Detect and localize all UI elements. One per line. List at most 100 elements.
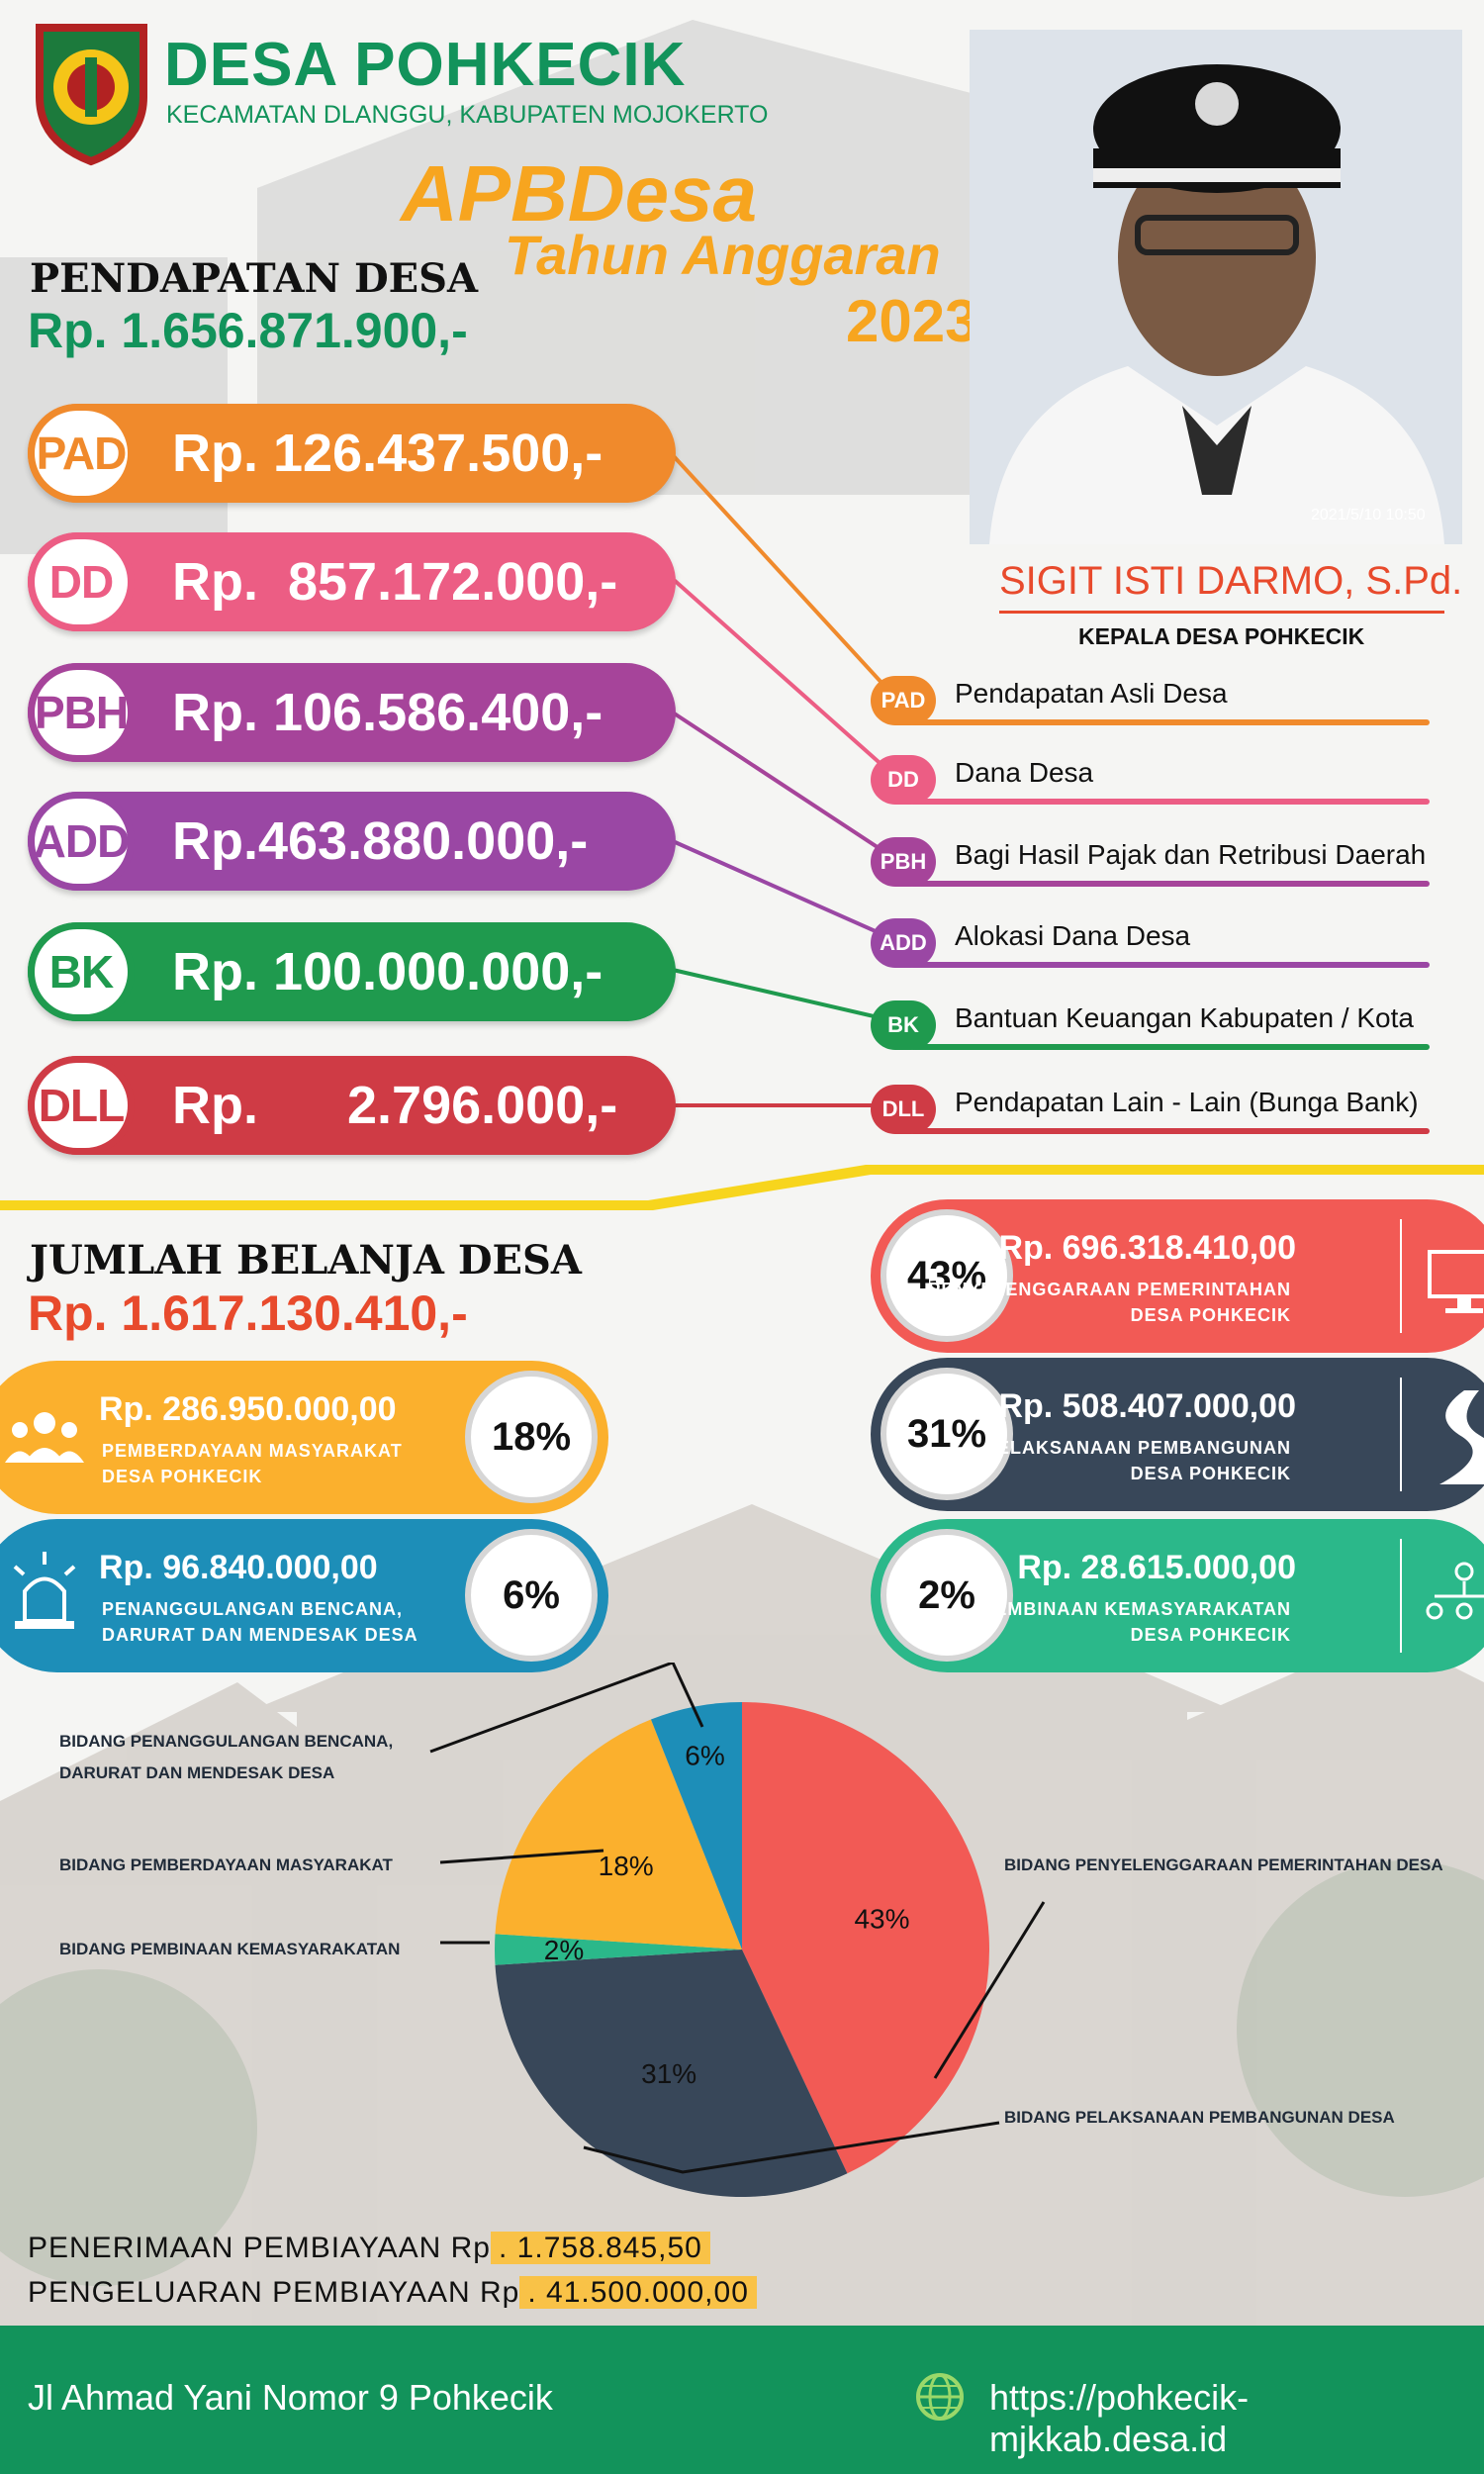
spending-card-community: 2% Rp. 28.615.000,00 PEMBINAAN KEMASYARA…	[871, 1519, 1484, 1672]
income-pill-pbh: PBH Rp. 106.586.400,-	[28, 663, 676, 762]
spending-pct: 43%	[881, 1209, 1013, 1342]
financing-expense: PENGELUARAN PEMBIAYAAN Rp. 41.500.000,00	[28, 2276, 757, 2310]
footer: Jl Ahmad Yani Nomor 9 Pohkecik https://p…	[0, 2326, 1484, 2474]
pie-leader-line	[439, 1849, 604, 1864]
income-pill-dll: DLL Rp. 2.796.000,-	[28, 1056, 676, 1155]
legend-row-dll: DLL Pendapatan Lain - Lain (Bunga Bank)	[871, 1077, 1430, 1136]
legend-desc-pbh: Bagi Hasil Pajak dan Retribusi Daerah	[955, 839, 1427, 870]
income-connector-lines	[671, 453, 897, 1107]
legend-row-pad: PAD Pendapatan Asli Desa	[871, 668, 1430, 727]
spending-label: PENYELENGGARAAN PEMERINTAHAN DESA POHKECI…	[928, 1277, 1291, 1328]
group-icon	[5, 1412, 84, 1463]
spending-card-empowerment: Rp. 286.950.000,00 PEMBERDAYAAN MASYARAK…	[0, 1361, 608, 1514]
card-separator	[1400, 1539, 1402, 1653]
spending-label: PEMBINAAN KEMASYARAKATAN DESA POHKECIK	[981, 1596, 1291, 1648]
card-separator	[1400, 1219, 1402, 1333]
pie-slice	[742, 1702, 989, 2174]
legend-underline	[910, 719, 1430, 725]
spending-amount: Rp. 286.950.000,00	[99, 1390, 397, 1428]
person-photo-illustration	[970, 30, 1462, 544]
section-divider	[0, 1165, 1484, 1210]
legend-code-bk: BK	[871, 1000, 936, 1050]
legend-desc-dll: Pendapatan Lain - Lain (Bunga Bank)	[955, 1087, 1419, 1117]
legend-desc-pad: Pendapatan Asli Desa	[955, 678, 1228, 709]
income-amount-dll: Rp. 2.796.000,-	[172, 1076, 618, 1135]
income-pill-pad: PAD Rp. 126.437.500,-	[28, 404, 676, 503]
road-icon	[1439, 1390, 1484, 1484]
income-code-add: ADD	[28, 792, 135, 891]
financing-expense-label: PENGELUARAN PEMBIAYAAN Rp	[28, 2276, 520, 2309]
footer-address: Jl Ahmad Yani Nomor 9 Pohkecik	[28, 2377, 553, 2418]
financing-income: PENERIMAAN PEMBIAYAAN Rp. 1.758.845,50	[28, 2232, 710, 2265]
income-title: PENDAPATAN DESA	[30, 255, 479, 302]
income-pill-add: ADD Rp.463.880.000,-	[28, 792, 676, 891]
legend-desc-add: Alokasi Dana Desa	[955, 920, 1191, 951]
village-head-role: KEPALA DESA POHKECIK	[1078, 623, 1365, 649]
spending-label-line2: DESA POHKECIK	[1130, 1464, 1291, 1483]
pie-value-label: 6%	[685, 1741, 724, 1771]
spending-pct: 2%	[881, 1529, 1013, 1662]
spending-card-development: 31% Rp. 508.407.000,00 PELAKSANAAN PEMBA…	[871, 1358, 1484, 1511]
pie-category-label: BIDANG PEMBINAAN KEMASYARAKATAN	[59, 1940, 400, 1958]
legend-desc-bk: Bantuan Keuangan Kabupaten / Kota	[955, 1002, 1414, 1033]
pie-category-label: BIDANG PEMBERDAYAAN MASYARAKAT	[59, 1856, 394, 1874]
income-amount-bk: Rp. 100.000.000,-	[172, 942, 603, 1001]
income-code-pbh: PBH	[28, 663, 135, 762]
spending-label-line2: DESA POHKECIK	[102, 1467, 263, 1486]
spending-label-line1: PEMBINAAN KEMASYARAKATAN	[981, 1599, 1291, 1619]
legend-underline	[910, 1128, 1430, 1134]
legend-underline	[910, 799, 1430, 805]
legend-underline	[910, 1044, 1430, 1050]
fiscal-year-label: Tahun Anggaran	[505, 224, 941, 286]
spending-amount: Rp. 28.615.000,00	[1017, 1549, 1296, 1586]
fiscal-year-value: 2023	[846, 288, 978, 354]
spending-amount: Rp. 508.407.000,00	[998, 1387, 1296, 1425]
pie-category-label: BIDANG PENANGGULANGAN BENCANA,	[59, 1732, 393, 1751]
spending-pct: 18%	[465, 1371, 598, 1503]
legend-code-add: ADD	[871, 918, 936, 968]
spending-label-line1: PELAKSANAAN PEMBANGUNAN	[983, 1438, 1291, 1458]
spending-label-line1: PEMBERDAYAAN MASYARAKAT	[102, 1441, 403, 1461]
income-amount-pad: Rp. 126.437.500,-	[172, 424, 603, 483]
globe-icon	[916, 2373, 964, 2421]
village-head-photo: 2021/5/10 10:50	[970, 30, 1462, 544]
spending-label-line1: PENYELENGGARAAN PEMERINTAHAN	[928, 1280, 1291, 1299]
photo-timestamp: 2021/5/10 10:50	[1311, 507, 1426, 523]
spending-label-line2: DARURAT DAN MENDESAK DESA	[102, 1625, 418, 1645]
income-code-bk: BK	[28, 922, 135, 1021]
village-subtitle: KECAMATAN DLANGGU, KABUPATEN MOJOKERTO	[166, 101, 769, 129]
siren-icon	[13, 1552, 76, 1629]
legend-row-bk: BK Bantuan Keuangan Kabupaten / Kota	[871, 993, 1430, 1052]
pie-slice	[495, 1719, 742, 1950]
spending-amount: Rp. 696.318.410,00	[998, 1229, 1296, 1267]
pie-slice	[650, 1702, 742, 1950]
income-pill-bk: BK Rp. 100.000.000,-	[28, 922, 676, 1021]
spending-pie-chart: 43% BIDANG PENYELENGGARAAN PEMERINTAHAN D…	[59, 1663, 1443, 2197]
spending-card-government: 43% Rp. 696.318.410,00 PENYELENGGARAAN P…	[871, 1199, 1484, 1353]
spending-total: Rp. 1.617.130.410,-	[28, 1285, 468, 1341]
pie-category-label: BIDANG PELAKSANAAN PEMBANGUNAN DESA	[1004, 2108, 1395, 2127]
legend-row-add: ADD Alokasi Dana Desa	[871, 910, 1430, 970]
spending-label: PENANGGULANGAN BENCANA, DARURAT DAN MENDE…	[102, 1596, 418, 1648]
pie-value-label: 31%	[641, 2058, 696, 2089]
pie-value-label: 18%	[599, 1851, 654, 1881]
people-structure-icon	[1426, 1562, 1484, 1620]
pie-leader-line	[933, 1901, 1046, 2079]
legend-code-dd: DD	[871, 755, 936, 805]
spending-label-line2: DESA POHKECIK	[1130, 1305, 1291, 1325]
pie-leader-line	[429, 1663, 704, 1754]
spending-title: JUMLAH BELANJA DESA	[30, 1237, 582, 1284]
legend-desc-dd: Dana Desa	[955, 757, 1094, 788]
village-title: DESA POHKECIK	[164, 31, 687, 99]
footer-website-link[interactable]: https://pohkecik-mjkkab.desa.id	[989, 2377, 1250, 2459]
spending-pct: 31%	[881, 1368, 1013, 1500]
pie-value-label: 43%	[854, 1903, 909, 1934]
legend-row-dd: DD Dana Desa	[871, 747, 1430, 807]
pie-category-label: DARURAT DAN MENDESAK DESA	[59, 1763, 334, 1782]
income-total: Rp. 1.656.871.900,-	[28, 303, 468, 358]
spending-label-line1: PENANGGULANGAN BENCANA,	[102, 1599, 404, 1619]
spending-card-disaster: Rp. 96.840.000,00 PENANGGULANGAN BENCANA…	[0, 1519, 608, 1672]
monitor-icon	[1428, 1250, 1484, 1313]
income-amount-pbh: Rp. 106.586.400,-	[172, 683, 603, 742]
income-pill-dd: DD Rp. 857.172.000,-	[28, 532, 676, 631]
